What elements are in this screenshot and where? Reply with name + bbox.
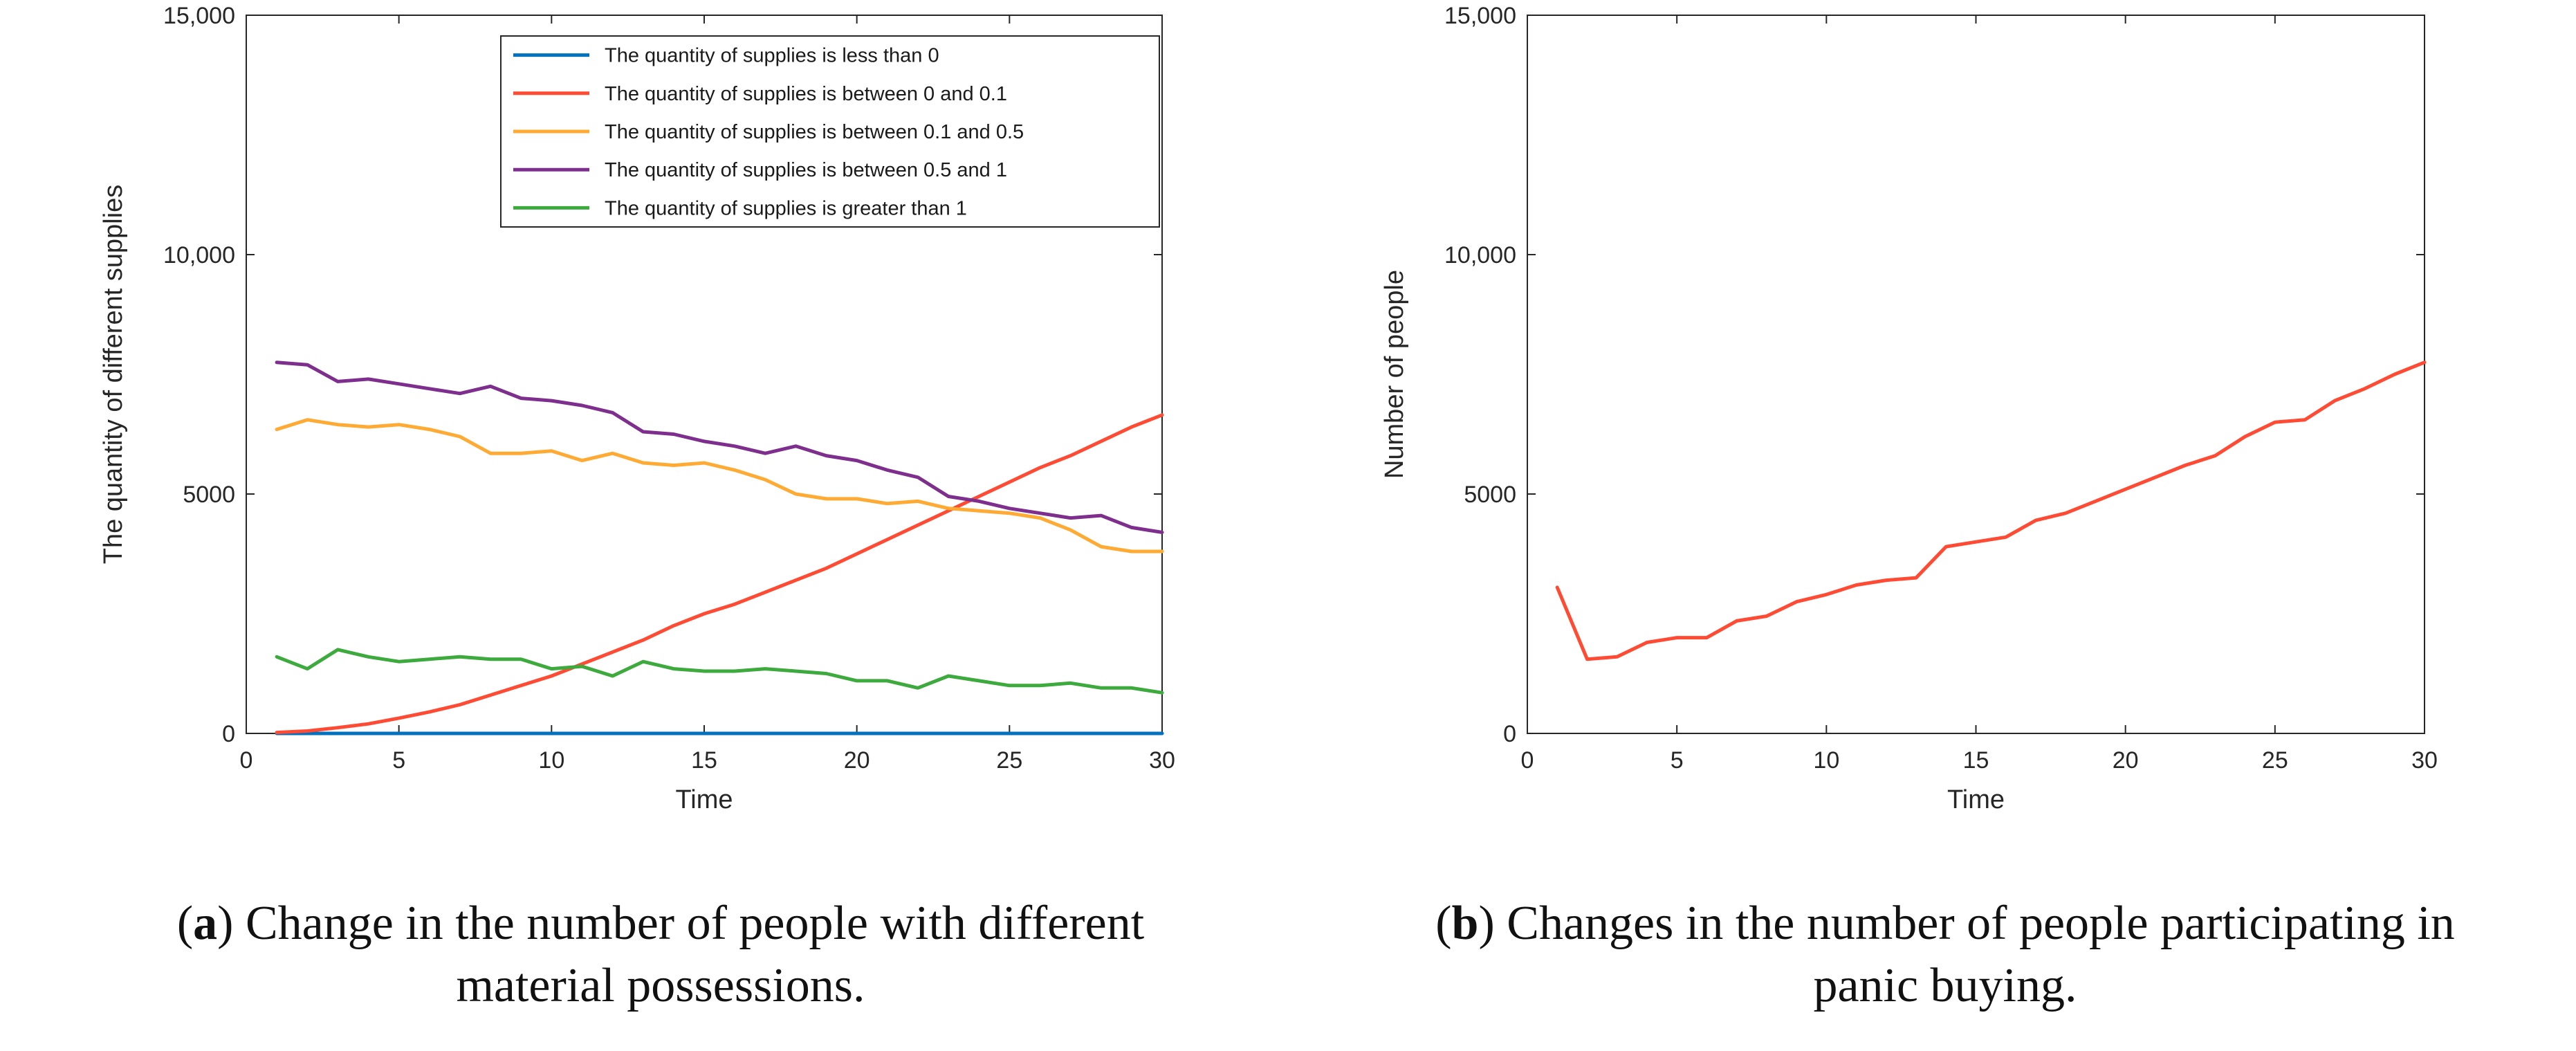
x-tick-label: 30 [2411, 747, 2438, 774]
x-tick-label: 5 [392, 747, 405, 774]
series-line-4 [275, 360, 1164, 534]
x-tick-label: 0 [240, 747, 253, 774]
legend-label-5: The quantity of supplies is greater than… [605, 197, 967, 219]
y-axis-label: Number of people [1380, 270, 1409, 479]
caption-a-line2: material possessions. [456, 959, 865, 1012]
x-tick-label: 25 [2262, 747, 2288, 774]
y-tick-label: 15,000 [1444, 3, 1516, 29]
y-tick-label: 15,000 [163, 3, 235, 29]
legend-label-1: The quantity of supplies is less than 0 [605, 45, 939, 67]
plot-area-b [1527, 15, 2425, 734]
legend-label-4: The quantity of supplies is between 0.5 … [605, 159, 1007, 181]
series-line-3 [275, 418, 1164, 554]
caption-b: (b) Changes in the number of people part… [1435, 897, 2455, 1012]
x-tick-label: 20 [844, 747, 870, 774]
x-tick-label: 10 [1813, 747, 1839, 774]
caption-a: (a) Change in the number of people with … [176, 897, 1145, 1012]
y-tick-label: 10,000 [1444, 242, 1516, 268]
legend-label-3: The quantity of supplies is between 0.1 … [605, 121, 1024, 143]
x-tick-label: 5 [1671, 747, 1684, 774]
x-tick-label: 25 [996, 747, 1022, 774]
x-tick-label: 0 [1521, 747, 1534, 774]
x-tick-label: 10 [538, 747, 564, 774]
caption-a-label: a [193, 897, 218, 950]
legend-label-2: The quantity of supplies is between 0 an… [605, 83, 1007, 105]
x-axis-label: Time [675, 785, 733, 814]
y-tick-label: 0 [1503, 721, 1516, 747]
chart-panel-b: 0 5 10 15 20 25 30 0 5000 10,000 15,000 Time Number … [1380, 3, 2438, 814]
legend-box [500, 35, 1160, 228]
caption-a-line1: Change in the number of people with diff… [245, 897, 1145, 950]
y-tick-label: 5000 [183, 482, 235, 508]
y-tick-label: 5000 [1464, 482, 1516, 508]
y-axis-label: The quantity of different supplies [99, 185, 128, 565]
x-tick-label: 15 [1963, 747, 1989, 774]
x-axis-label: Time [1947, 785, 2005, 814]
y-tick-label: 0 [222, 721, 235, 747]
caption-b-line2: panic buying. [1813, 959, 2077, 1012]
caption-b-line1: Changes in the number of people particip… [1507, 897, 2455, 950]
x-tick-label: 30 [1149, 747, 1175, 774]
chart-panel-a: 0 5 10 15 20 25 30 0 5000 10,000 15,000 Time The qua… [99, 3, 1175, 814]
y-tick-label: 10,000 [163, 242, 235, 268]
x-tick-label: 15 [691, 747, 717, 774]
series-line-1 [1555, 360, 2427, 661]
series-line-2 [275, 413, 1164, 735]
caption-b-label: b [1451, 897, 1479, 950]
x-tick-label: 20 [2113, 747, 2139, 774]
series-line-5 [275, 648, 1164, 695]
